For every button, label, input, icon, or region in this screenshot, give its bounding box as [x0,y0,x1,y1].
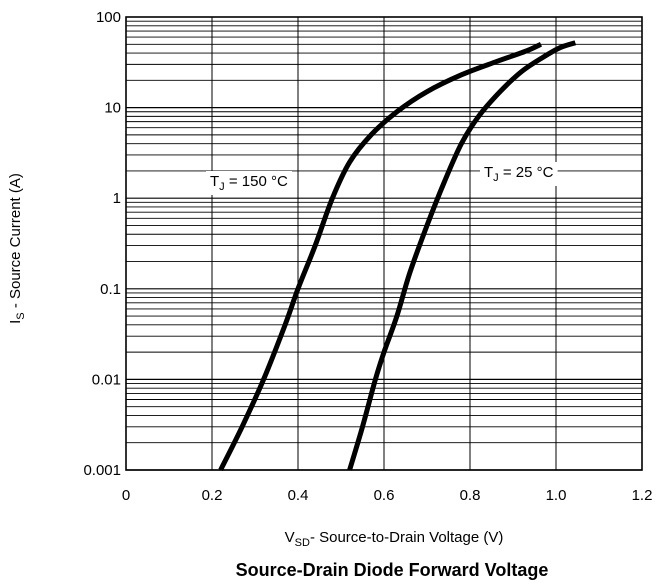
series-line-150c [218,41,543,472]
x-tick-label: 0.6 [374,487,395,504]
x-axis-label-rest: - Source-to-Drain Voltage (V) [310,529,503,546]
series-layer [218,40,577,472]
x-tick-label: 1.2 [632,487,653,504]
series-label-25c-rest: = 25 °C [499,164,554,181]
y-axis-label-sub: S [15,312,27,319]
x-axis-label-sub: SD [295,537,310,549]
tick-labels: 0 0.2 0.4 0.6 0.8 1.0 1.2 0.001 0.01 0.1 1 10 100 [83,9,652,504]
series-label-150c-text: TJ = 150 °C [210,173,288,193]
y-tick-label: 10 [104,100,121,117]
y-axis-label: IS - Source Current (A) [7,173,27,324]
series-label-25c-main: T [484,164,493,181]
x-tick-label: 0.4 [288,487,309,504]
chart-title: Source-Drain Diode Forward Voltage [236,560,549,580]
series-line-25c [347,40,577,471]
series-label-150c-sub: J [219,181,225,193]
y-tick-label: 0.1 [100,281,121,298]
plot-frame [125,16,643,471]
series-label-25c-sub: J [493,172,499,184]
y-axis-label-rest: - Source Current (A) [7,173,24,312]
y-tick-label: 0.01 [92,371,121,388]
x-tick-label: 0.2 [202,487,223,504]
x-tick-label: 1.0 [546,487,567,504]
y-tick-label: 0.001 [83,462,121,479]
series-label-150c-background [206,171,292,195]
series-label-150c-main: T [210,173,219,190]
y-tick-label: 1 [113,190,121,207]
series-label-25c: TJ = 25 °C [480,162,558,186]
x-axis-label: VSD- Source-to-Drain Voltage (V) [285,529,504,549]
x-axis-label-main: V [285,529,295,546]
y-axis-label-main: I [7,320,24,324]
x-tick-label: 0.8 [460,487,481,504]
series-label-150c: TJ = 150 °C [206,171,292,195]
series-label-25c-text: TJ = 25 °C [484,164,554,184]
grid [125,17,643,471]
series-label-150c-rest: = 150 °C [225,173,288,190]
x-tick-label: 0 [122,487,130,504]
y-tick-label: 100 [96,9,121,26]
series-label-25c-background [480,162,558,186]
